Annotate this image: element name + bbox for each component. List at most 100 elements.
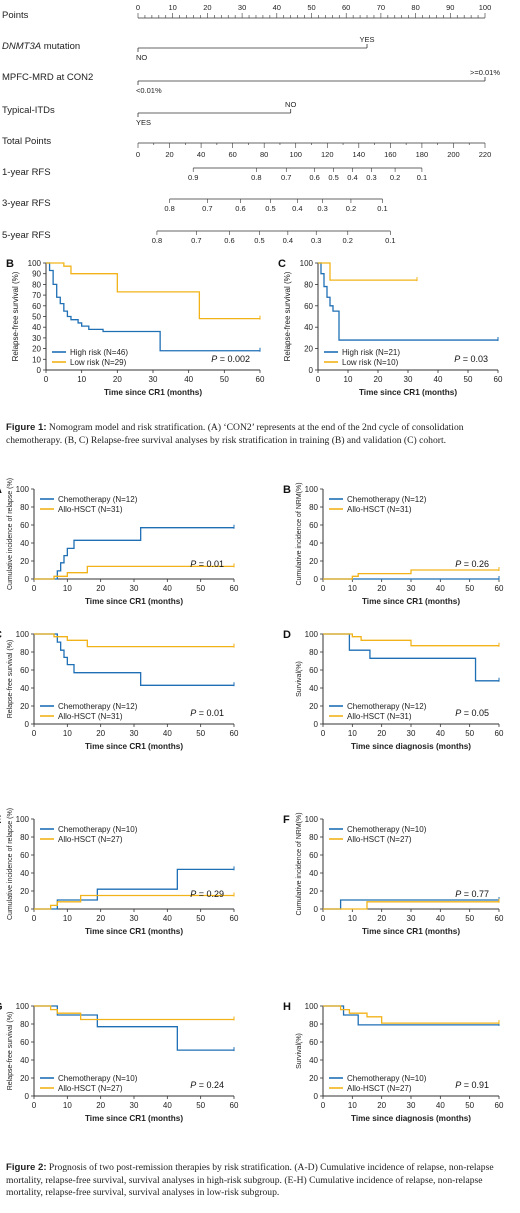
x-tick-label: 10 [63, 584, 72, 593]
x-tick-label: 0 [321, 1101, 326, 1110]
km-curve-orange [34, 565, 234, 580]
km-curve-blue [323, 633, 499, 682]
rfs-tick-label: 0.3 [311, 236, 321, 245]
km-curve-blue [46, 262, 260, 352]
y-tick-label: 60 [20, 851, 29, 860]
figure-1-caption: Figure 1: Nomogram model and risk strati… [6, 422, 514, 447]
rfs-tick-label: 0.5 [328, 173, 338, 182]
y-tick-label: 40 [20, 1056, 29, 1065]
y-tick-label: 0 [314, 575, 319, 584]
legend-label: Allo-HSCT (N=31) [58, 505, 123, 514]
points-tick-label: 90 [446, 3, 454, 12]
y-tick-label: 20 [20, 887, 29, 896]
points-tick-label: 100 [479, 3, 492, 12]
p-value-symbol: P [455, 708, 461, 718]
p-value-symbol: P [190, 1080, 196, 1090]
y-tick-label: 0 [25, 720, 30, 729]
rfs-tick-label: 0.4 [283, 236, 293, 245]
x-tick-label: 40 [163, 914, 172, 923]
y-tick-label: 20 [304, 345, 313, 354]
km-curve-orange [318, 262, 417, 281]
nomogram-row-label: 5-year RFS [2, 230, 51, 241]
y-tick-label: 0 [314, 905, 319, 914]
p-value-label: P = 0.002 [211, 354, 250, 364]
x-tick-label: 40 [163, 584, 172, 593]
nomogram-row-label: DNMT3A mutation [2, 41, 80, 52]
y-tick-label: 60 [309, 666, 318, 675]
nomogram-row-label: 1-year RFS [2, 167, 51, 178]
y-tick-label: 50 [32, 313, 41, 322]
km-curve-blue [318, 262, 498, 341]
legend-label: Allo-HSCT (N=31) [58, 712, 123, 721]
legend-label: High risk (N=21) [342, 348, 400, 357]
y-axis-label: Relapse-free survival (%) [7, 1012, 14, 1091]
rfs-tick-label: 0.7 [281, 173, 291, 182]
x-tick-label: 10 [77, 375, 86, 384]
y-tick-label: 100 [305, 815, 319, 824]
x-tick-label: 40 [163, 729, 172, 738]
nomogram-row-label: 3-year RFS [2, 198, 51, 209]
nomogram-row-label-gene: DNMT3A [2, 41, 41, 52]
points-tick-label: 0 [136, 3, 140, 12]
legend-label: Chemotherapy (N=12) [58, 702, 138, 711]
y-tick-label: 40 [309, 1056, 318, 1065]
x-tick-label: 20 [377, 914, 386, 923]
points-tick-label: 40 [273, 3, 281, 12]
x-tick-label: 0 [321, 914, 326, 923]
p-value-symbol: P [190, 708, 196, 718]
p-value-text: = 0.24 [196, 1080, 224, 1090]
rfs-tick-label: 0.4 [292, 204, 302, 213]
km-curve-orange [323, 633, 499, 647]
y-axis-label: Relapse-free survival (%) [283, 271, 292, 361]
figure-1-caption-text: Nomogram model and risk stratification. … [6, 422, 464, 446]
total-points-tick-label: 60 [228, 150, 236, 159]
y-tick-label: 60 [32, 302, 41, 311]
panel-letter: G [0, 1001, 3, 1013]
km-panel-h: H 0 20 40 60 80 100 0 10 20 30 40 50 60 Time since dia… [283, 1001, 504, 1123]
x-tick-label: 30 [149, 375, 158, 384]
rfs-tick-label: 0.1 [377, 204, 387, 213]
x-tick-label: 50 [465, 584, 474, 593]
total-points-tick-label: 120 [321, 150, 334, 159]
y-axis-label: Cumulative incidence of relapse (%) [7, 478, 14, 590]
km-curve-blue [34, 527, 234, 580]
figure-2-caption-text: Prognosis of two post-remission therapie… [6, 1162, 494, 1199]
legend-label: Chemotherapy (N=12) [347, 495, 427, 504]
km-panel-b: B 0 20 40 60 80 100 0 10 20 30 40 50 60 Time since CR1… [283, 482, 504, 606]
x-tick-label: 60 [495, 1101, 504, 1110]
rfs-tick-label: 0.2 [343, 236, 353, 245]
y-tick-label: 60 [309, 851, 318, 860]
x-tick-label: 20 [377, 729, 386, 738]
nomogram-row-label: Total Points [2, 136, 51, 147]
x-tick-label: 40 [184, 375, 193, 384]
y-tick-label: 40 [309, 869, 318, 878]
x-axis-label: Time since CR1 (months) [85, 597, 183, 606]
total-points-tick-label: 140 [353, 150, 366, 159]
km-curve-orange [34, 1005, 234, 1021]
rfs-tick-label: 0.2 [390, 173, 400, 182]
rfs-tick-label: 0.3 [317, 204, 327, 213]
panel-letter: C [0, 629, 2, 641]
x-tick-label: 50 [196, 729, 205, 738]
points-tick-label: 70 [377, 3, 385, 12]
x-axis-label: Time since CR1 (months) [359, 388, 457, 397]
x-tick-label: 50 [220, 375, 229, 384]
x-axis-label: Time since CR1 (months) [85, 927, 183, 936]
nomogram-chart: Points DNMT3A mutation MPFC-MRD at CON2 Typ… [2, 3, 500, 245]
nomogram-row-label: Typical-ITDs [2, 105, 55, 116]
panel-letter: E [0, 814, 1, 826]
points-tick-label: 60 [342, 3, 350, 12]
y-tick-label: 100 [16, 485, 30, 494]
x-axis-label: Time since CR1 (months) [362, 597, 460, 606]
y-tick-label: 100 [305, 1002, 319, 1011]
km-curve-orange [323, 1005, 499, 1024]
rfs-tick-label: 0.2 [346, 204, 356, 213]
x-tick-label: 60 [495, 584, 504, 593]
x-tick-label: 20 [374, 375, 383, 384]
y-axis-label: Relapse-free survival (%) [11, 271, 20, 361]
y-tick-label: 80 [20, 833, 29, 842]
x-tick-label: 30 [130, 729, 139, 738]
y-tick-label: 80 [304, 280, 313, 289]
x-tick-label: 50 [465, 729, 474, 738]
